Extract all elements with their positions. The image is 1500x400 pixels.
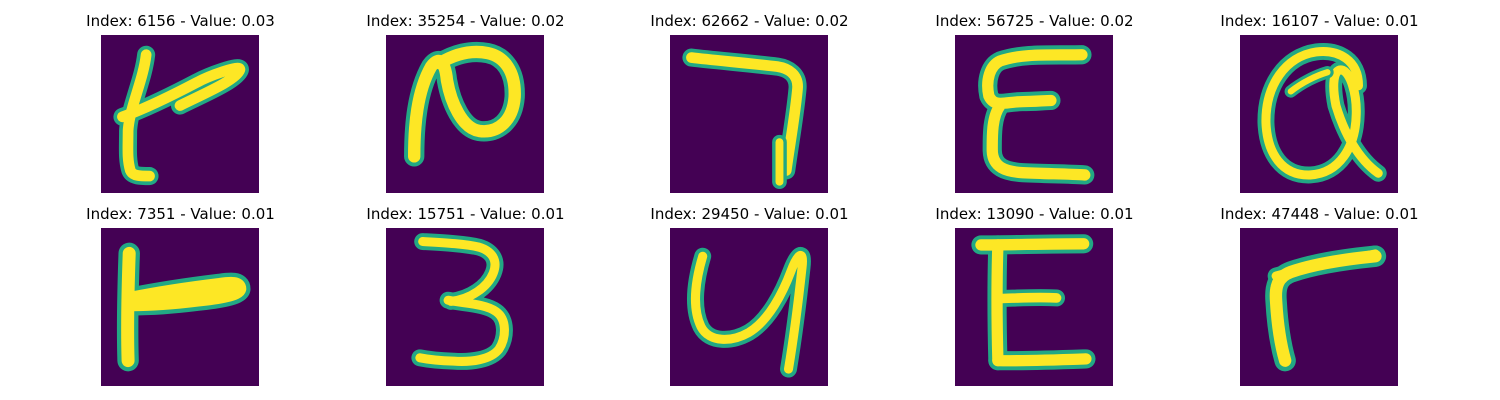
glyph-image-7: [386, 228, 544, 386]
glyph-image-6: [101, 228, 259, 386]
panel-title: Index: 29450 - Value: 0.01: [650, 205, 849, 223]
glyph-image-5: [1240, 35, 1398, 193]
glyph-image-3: [670, 35, 828, 193]
panel-title: Index: 56725 - Value: 0.02: [935, 12, 1134, 30]
panel-6: Index: 7351 - Value: 0.01: [38, 204, 323, 389]
panel-9: Index: 13090 - Value: 0.01: [892, 204, 1177, 389]
panel-title: Index: 15751 - Value: 0.01: [366, 205, 565, 223]
glyph-image-2: [386, 35, 544, 193]
panel-title: Index: 35254 - Value: 0.02: [366, 12, 565, 30]
panel-2: Index: 35254 - Value: 0.02: [323, 11, 608, 196]
panel-title: Index: 7351 - Value: 0.01: [86, 205, 275, 223]
panel-7: Index: 15751 - Value: 0.01: [323, 204, 608, 389]
glyph-image-10: [1240, 228, 1398, 386]
panel-3: Index: 62662 - Value: 0.02: [607, 11, 892, 196]
glyph-image-8: [670, 228, 828, 386]
panel-5: Index: 16107 - Value: 0.01: [1177, 11, 1462, 196]
panel-10: Index: 47448 - Value: 0.01: [1177, 204, 1462, 389]
glyph-image-4: [955, 35, 1113, 193]
panel-title: Index: 13090 - Value: 0.01: [935, 205, 1134, 223]
glyph-image-9: [955, 228, 1113, 386]
panel-title: Index: 47448 - Value: 0.01: [1220, 205, 1419, 223]
panel-title: Index: 6156 - Value: 0.03: [86, 12, 275, 30]
panel-1: Index: 6156 - Value: 0.03: [38, 11, 323, 196]
panel-8: Index: 29450 - Value: 0.01: [607, 204, 892, 389]
panel-title: Index: 16107 - Value: 0.01: [1220, 12, 1419, 30]
glyph-image-1: [101, 35, 259, 193]
panel-4: Index: 56725 - Value: 0.02: [892, 11, 1177, 196]
panel-title: Index: 62662 - Value: 0.02: [650, 12, 849, 30]
